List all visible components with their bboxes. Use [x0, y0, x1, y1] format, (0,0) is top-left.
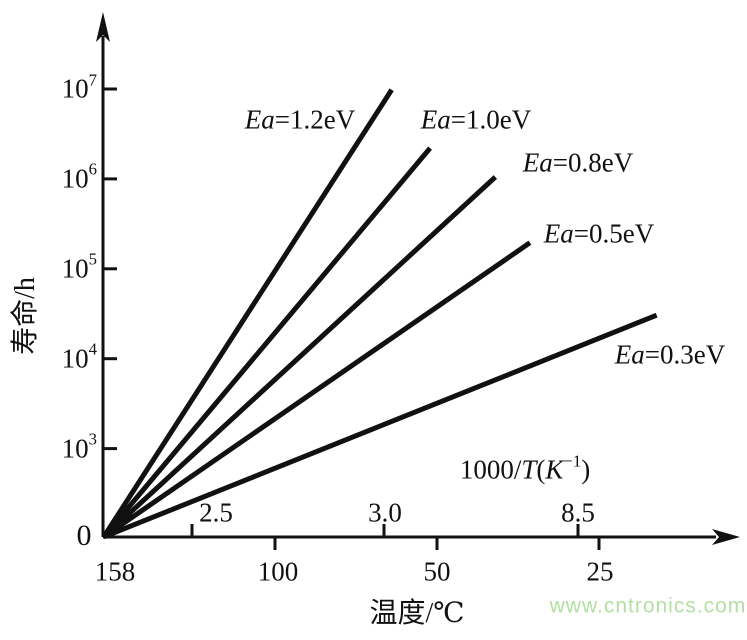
series-label-1.2: Ea=1.2eV: [244, 104, 356, 135]
x-axis-top-title: 1000/T(K−1): [459, 451, 591, 485]
x-axis-arrow: [712, 529, 740, 545]
x-bottom-tick-label: 50: [423, 556, 451, 587]
x-top-tick-label: 3.0: [368, 497, 402, 528]
x-axis-bottom-title: 温度/℃: [369, 598, 465, 629]
y-tick-label: 107: [61, 70, 97, 104]
x-bottom-tick-label: 25: [586, 556, 614, 587]
origin-label: 0: [76, 519, 92, 552]
x-top-tick-label: 2.5: [199, 497, 233, 528]
series-line-1.2: [101, 88, 394, 539]
x-bottom-tick-label: 158: [94, 556, 136, 587]
series-line-0.8: [101, 175, 498, 539]
y-tick-label: 105: [61, 249, 97, 284]
y-tick-label: 103: [61, 429, 97, 464]
series-label-0.3: Ea=0.3eV: [614, 339, 726, 370]
series-label-0.8: Ea=0.8eV: [522, 147, 634, 178]
series-line-1.0: [101, 146, 432, 539]
y-tick-label: 104: [61, 339, 97, 374]
x-top-tick-label: 8.5: [561, 497, 595, 528]
series-line-0.5: [102, 240, 532, 540]
y-axis-arrow: [96, 12, 110, 42]
y-tick-label: 106: [61, 159, 97, 194]
watermark: www.cntronics.com: [549, 594, 747, 618]
x-bottom-tick-label: 100: [257, 556, 299, 587]
series-line-0.3: [102, 312, 658, 540]
y-axis-title: 寿命/h: [10, 277, 41, 355]
series-label-0.5: Ea=0.5eV: [543, 218, 655, 249]
series-label-1.0: Ea=1.0eV: [420, 104, 532, 135]
